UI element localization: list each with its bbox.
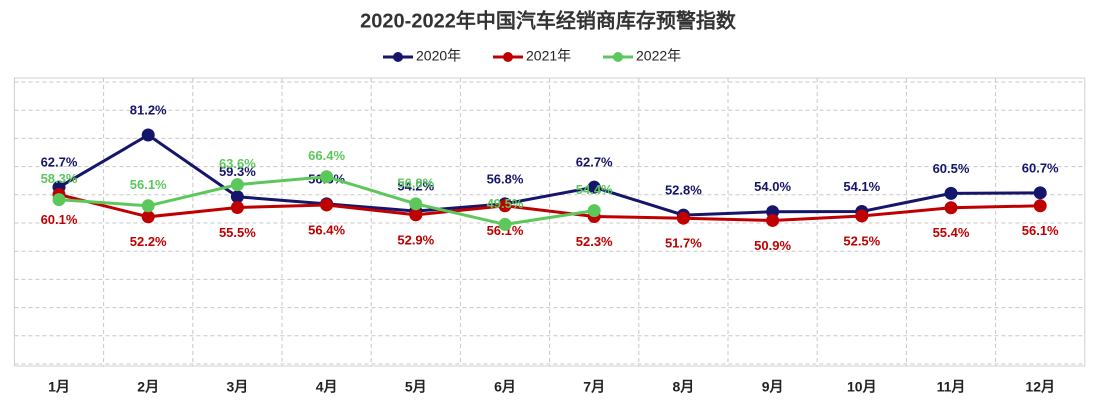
point <box>409 197 423 211</box>
point <box>320 198 334 212</box>
data-label: 52.3% <box>576 234 613 249</box>
chart-title: 2020-2022年中国汽车经销商库存预警指数 <box>360 8 737 32</box>
data-label: 52.8% <box>665 183 702 198</box>
point <box>141 199 155 213</box>
data-label: 51.7% <box>665 236 702 251</box>
point <box>141 128 155 142</box>
x-tick-label: 7月 <box>583 379 605 395</box>
data-label: 58.3% <box>41 171 78 186</box>
x-tick-label: 12月 <box>1025 379 1055 395</box>
point <box>230 200 244 214</box>
point <box>498 199 512 213</box>
x-tick-label: 6月 <box>494 379 516 395</box>
data-label: 81.2% <box>130 102 167 117</box>
point <box>320 170 334 184</box>
point <box>944 186 958 200</box>
data-label: 62.7% <box>576 155 613 170</box>
data-label: 49.5% <box>487 196 524 211</box>
legend-marker <box>613 52 623 62</box>
data-label: 60.5% <box>933 161 970 176</box>
point <box>1033 186 1047 200</box>
x-tick-label: 8月 <box>673 379 695 395</box>
data-label: 54.1% <box>843 179 880 194</box>
data-label: 54.4% <box>576 182 613 197</box>
point <box>230 178 244 192</box>
data-label: 56.1% <box>130 177 167 192</box>
legend-label: 2021年 <box>526 48 571 64</box>
legend-marker <box>503 52 513 62</box>
data-label: 60.7% <box>1022 160 1059 175</box>
x-tick-label: 9月 <box>762 379 784 395</box>
series-line <box>58 133 1041 217</box>
data-label: 52.5% <box>843 233 880 248</box>
data-label: 55.5% <box>219 225 256 240</box>
point <box>230 190 244 204</box>
point <box>141 210 155 224</box>
point <box>409 208 423 222</box>
x-tick-label: 2月 <box>137 379 159 395</box>
point <box>766 213 780 227</box>
point <box>587 204 601 218</box>
data-label: 60.1% <box>41 212 78 227</box>
data-label: 56.1% <box>1022 223 1059 238</box>
data-label: 56.8% <box>397 175 434 190</box>
legend-label: 2020年 <box>416 48 461 64</box>
data-label: 52.9% <box>397 232 434 247</box>
data-label: 63.6% <box>219 156 256 171</box>
x-tick-label: 10月 <box>847 379 877 395</box>
point <box>1033 199 1047 213</box>
point <box>498 217 512 231</box>
series-line <box>58 193 1041 222</box>
point <box>52 193 66 207</box>
data-label: 56.8% <box>487 171 524 186</box>
data-label: 54.0% <box>754 179 791 194</box>
legend-marker <box>393 52 403 62</box>
x-tick-label: 3月 <box>227 379 249 395</box>
x-tick-label: 1月 <box>48 379 70 395</box>
data-label: 62.7% <box>41 155 78 170</box>
x-tick-label: 11月 <box>937 379 966 395</box>
legend-label: 2022年 <box>636 48 681 64</box>
data-label: 54.2% <box>397 179 434 194</box>
x-tick-label: 4月 <box>316 379 338 395</box>
point <box>855 209 869 223</box>
data-label: 66.4% <box>308 148 345 163</box>
data-label: 55.4% <box>933 225 970 240</box>
data-label: 56.4% <box>308 222 345 237</box>
point <box>944 201 958 215</box>
data-label: 59.3% <box>219 164 256 179</box>
x-tick-label: 5月 <box>405 379 427 395</box>
data-label: 52.2% <box>130 234 167 249</box>
point <box>676 211 690 225</box>
point <box>587 180 601 194</box>
data-label: 50.9% <box>754 238 791 253</box>
